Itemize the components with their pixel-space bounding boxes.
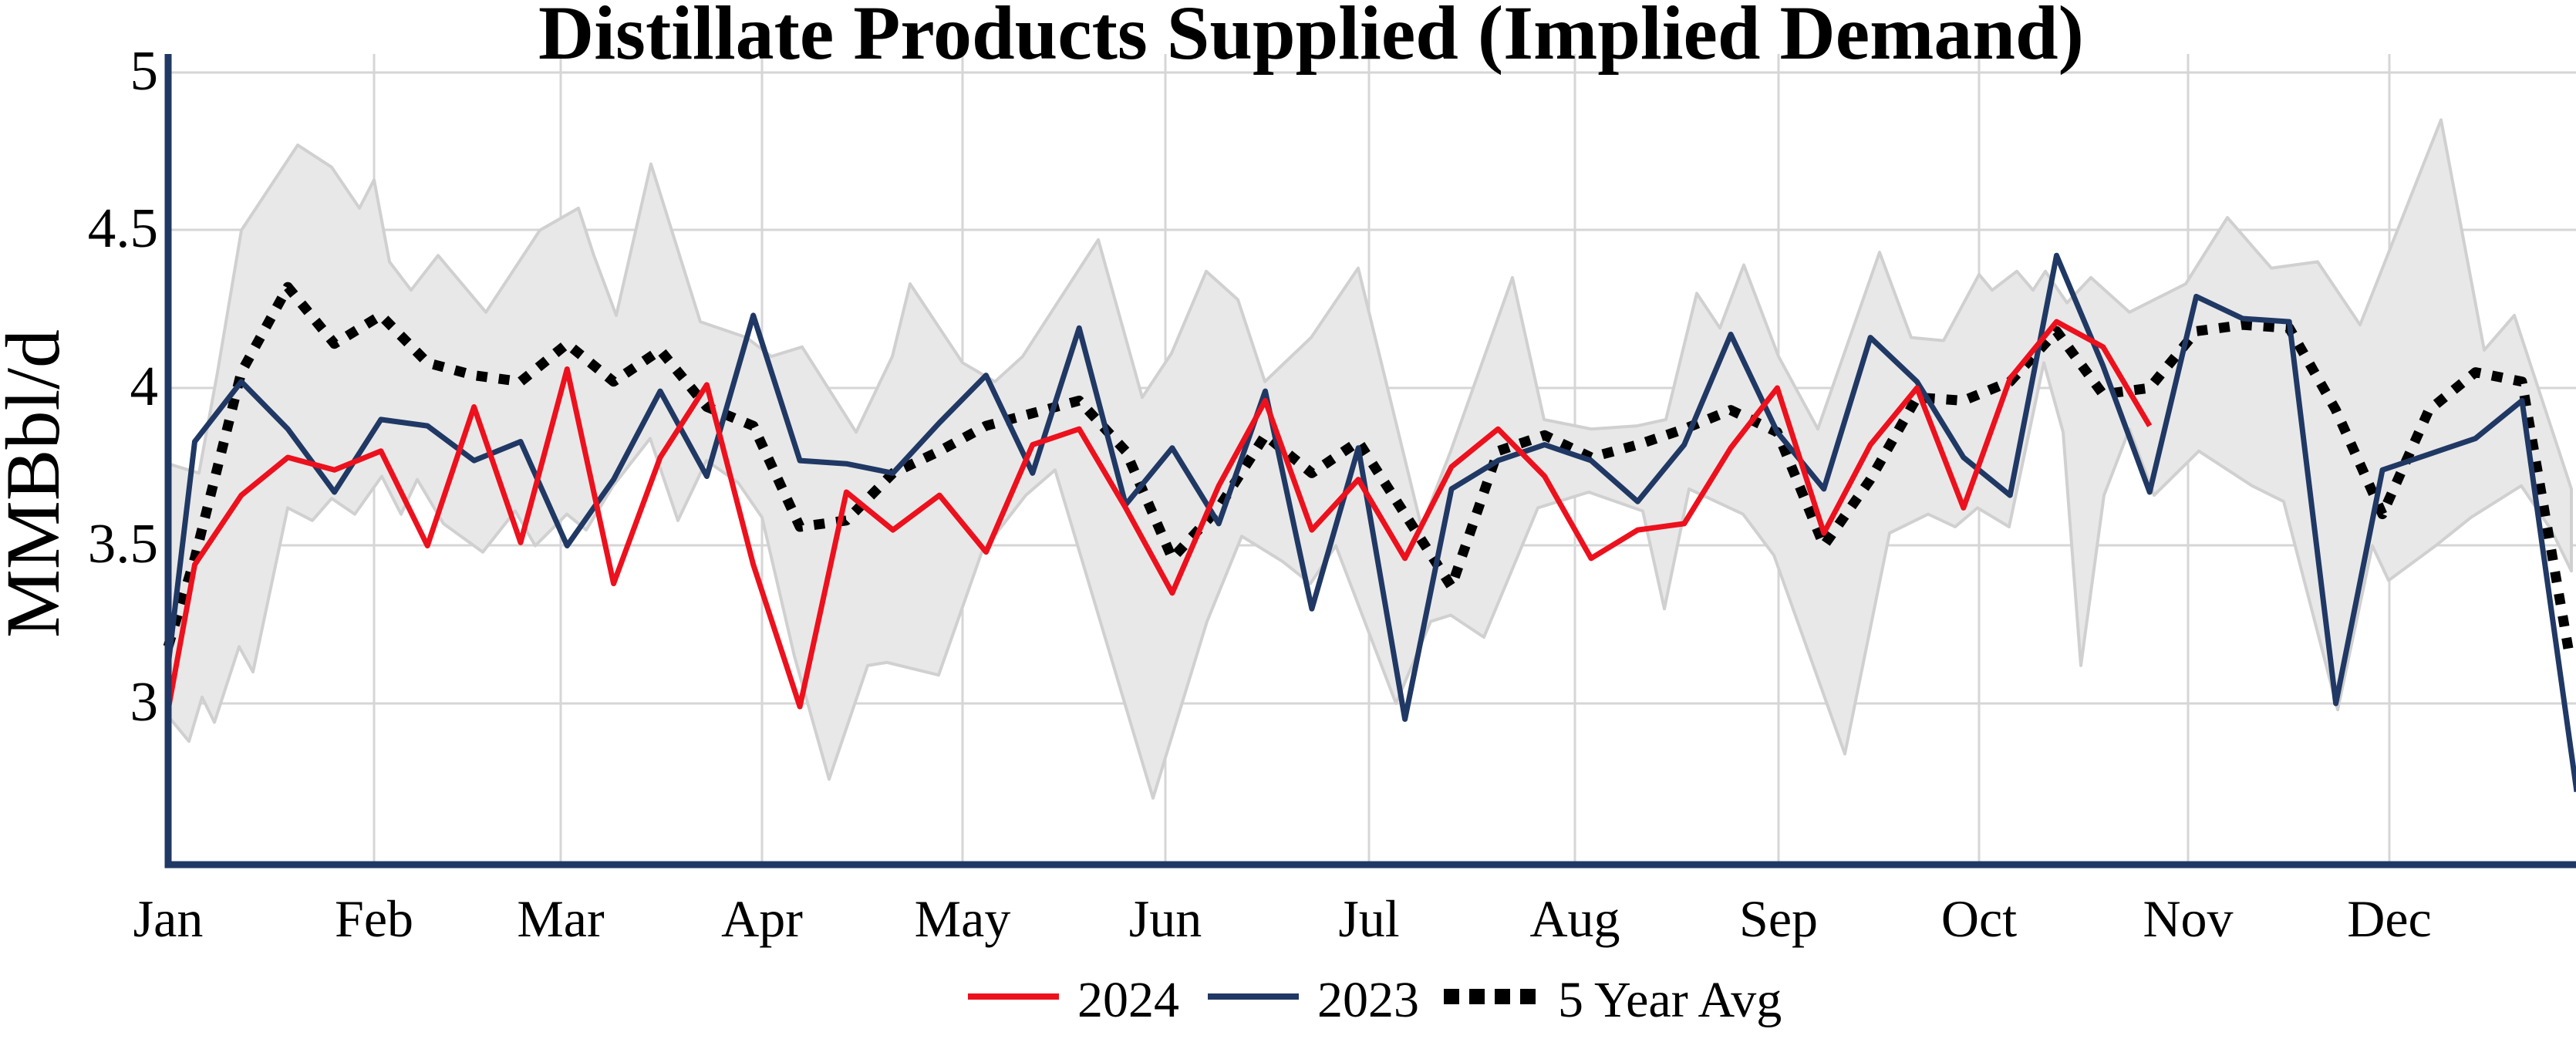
svg-text:Jul: Jul xyxy=(1338,889,1399,948)
svg-text:Feb: Feb xyxy=(335,889,413,948)
svg-text:Dec: Dec xyxy=(2347,889,2431,948)
svg-text:Nov: Nov xyxy=(2143,889,2233,948)
svg-text:Apr: Apr xyxy=(721,889,803,948)
svg-text:Aug: Aug xyxy=(1529,889,1620,948)
svg-text:5: 5 xyxy=(130,39,159,102)
svg-text:May: May xyxy=(915,889,1011,948)
svg-text:2023: 2023 xyxy=(1317,972,1419,1028)
svg-text:4.5: 4.5 xyxy=(88,197,158,259)
svg-text:Sep: Sep xyxy=(1739,889,1818,948)
svg-text:3: 3 xyxy=(130,670,159,733)
svg-text:Mar: Mar xyxy=(517,889,605,948)
svg-text:Jun: Jun xyxy=(1129,889,1202,948)
svg-text:5 Year Avg: 5 Year Avg xyxy=(1558,972,1782,1028)
svg-text:4: 4 xyxy=(130,355,159,417)
svg-text:3.5: 3.5 xyxy=(88,512,158,575)
svg-text:MMBbl/d: MMBbl/d xyxy=(0,329,76,638)
svg-text:2024: 2024 xyxy=(1077,972,1179,1028)
svg-text:Jan: Jan xyxy=(133,889,204,948)
svg-text:Distillate Products Supplied (: Distillate Products Supplied (Implied De… xyxy=(538,0,2084,76)
svg-text:Oct: Oct xyxy=(1941,889,2017,948)
